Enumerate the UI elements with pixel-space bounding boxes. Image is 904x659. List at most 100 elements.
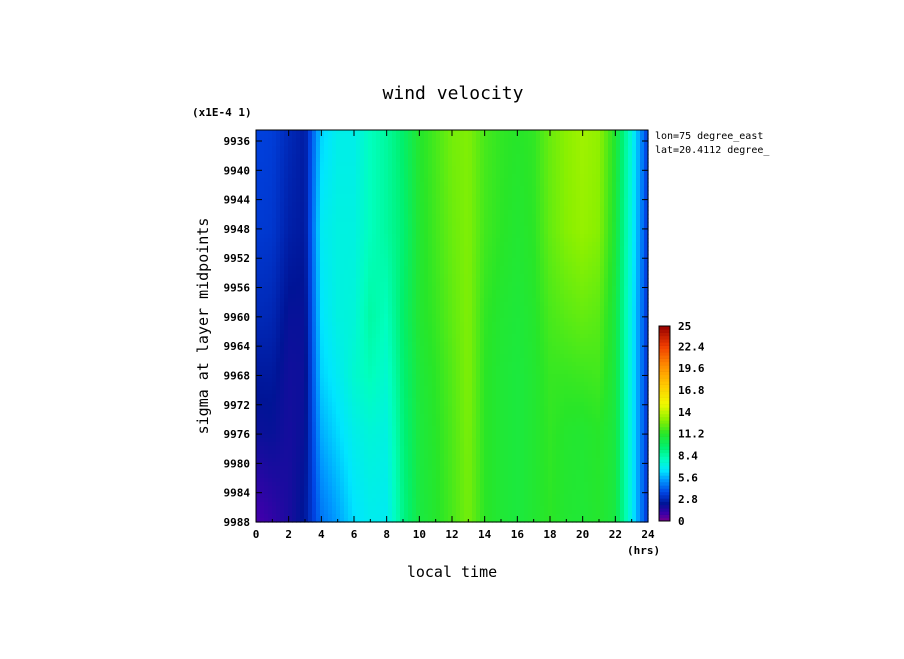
- heat-cell: [452, 218, 457, 223]
- heat-cell: [636, 138, 641, 143]
- heat-cell: [640, 222, 645, 227]
- heat-cell: [636, 242, 641, 247]
- heat-cell: [616, 246, 621, 251]
- heat-cell: [260, 278, 265, 283]
- heat-cell: [368, 150, 373, 155]
- heat-cell: [564, 214, 569, 219]
- heat-cell: [480, 146, 485, 151]
- heat-cell: [476, 302, 481, 307]
- heat-cell: [584, 258, 589, 263]
- heat-cell: [328, 142, 333, 147]
- heat-cell: [472, 202, 477, 207]
- heat-cell: [464, 290, 469, 295]
- heat-cell: [532, 198, 537, 203]
- heat-cell: [420, 302, 425, 307]
- heat-cell: [452, 282, 457, 287]
- heat-cell: [428, 246, 433, 251]
- heat-cell: [552, 218, 557, 223]
- heat-cell: [580, 154, 585, 159]
- heat-cell: [460, 330, 465, 335]
- heat-cell: [264, 142, 269, 147]
- heat-cell: [332, 250, 337, 255]
- heat-cell: [276, 266, 281, 271]
- heat-cell: [460, 222, 465, 227]
- heat-cell: [568, 142, 573, 147]
- heat-cell: [380, 306, 385, 311]
- heat-cell: [516, 286, 521, 291]
- heat-cell: [620, 278, 625, 283]
- heat-cell: [636, 154, 641, 159]
- heat-cell: [276, 130, 281, 135]
- heat-cell: [288, 130, 293, 135]
- heat-cell: [452, 170, 457, 175]
- heat-cell: [536, 314, 541, 319]
- heat-cell: [560, 266, 565, 271]
- heat-cell: [596, 146, 601, 151]
- heat-cell: [452, 178, 457, 183]
- heat-cell: [540, 178, 545, 183]
- heat-cell: [544, 234, 549, 239]
- heat-cell: [568, 310, 573, 315]
- heat-cell: [448, 130, 453, 135]
- heat-cell: [284, 214, 289, 219]
- heat-cell: [288, 142, 293, 147]
- heat-cell: [376, 138, 381, 143]
- heat-cell: [404, 330, 409, 335]
- heat-cell: [400, 178, 405, 183]
- heat-cell: [284, 198, 289, 203]
- heat-cell: [316, 174, 321, 179]
- heat-cell: [524, 226, 529, 231]
- heat-cell: [536, 154, 541, 159]
- heat-cell: [428, 182, 433, 187]
- heat-cell: [504, 158, 509, 163]
- heat-cell: [372, 298, 377, 303]
- heat-cell: [432, 234, 437, 239]
- heat-cell: [276, 150, 281, 155]
- heat-cell: [280, 238, 285, 243]
- heat-cell: [376, 330, 381, 335]
- heat-cell: [516, 190, 521, 195]
- heat-cell: [280, 258, 285, 263]
- heat-cell: [624, 222, 629, 227]
- heat-cell: [416, 250, 421, 255]
- heat-cell: [376, 194, 381, 199]
- heat-cell: [472, 190, 477, 195]
- heat-cell: [544, 266, 549, 271]
- heat-cell: [576, 254, 581, 259]
- heat-cell: [568, 190, 573, 195]
- heat-cell: [332, 294, 337, 299]
- heat-cell: [444, 170, 449, 175]
- heat-cell: [320, 306, 325, 311]
- heat-cell: [632, 250, 637, 255]
- heat-cell: [496, 246, 501, 251]
- heat-cell: [260, 166, 265, 171]
- heat-cell: [360, 150, 365, 155]
- heat-cell: [388, 274, 393, 279]
- heat-cell: [356, 222, 361, 227]
- heat-cell: [644, 310, 649, 315]
- heat-cell: [508, 154, 513, 159]
- heat-cell: [464, 274, 469, 279]
- heat-cell: [364, 170, 369, 175]
- heat-cell: [260, 254, 265, 259]
- heat-cell: [532, 262, 537, 267]
- heat-cell: [276, 226, 281, 231]
- heat-cell: [460, 322, 465, 327]
- heat-cell: [428, 194, 433, 199]
- heat-cell: [324, 266, 329, 271]
- heat-cell: [256, 274, 261, 279]
- heat-cell: [272, 174, 277, 179]
- heat-cell: [476, 314, 481, 319]
- heat-cell: [292, 182, 297, 187]
- heat-cell: [624, 250, 629, 255]
- heat-cell: [344, 218, 349, 223]
- heat-cell: [620, 298, 625, 303]
- heat-cell: [488, 162, 493, 167]
- heat-cell: [524, 186, 529, 191]
- heat-cell: [612, 230, 617, 235]
- heat-cell: [404, 298, 409, 303]
- heat-cell: [508, 270, 513, 275]
- heat-cell: [640, 298, 645, 303]
- heat-cell: [268, 222, 273, 227]
- heat-cell: [416, 326, 421, 331]
